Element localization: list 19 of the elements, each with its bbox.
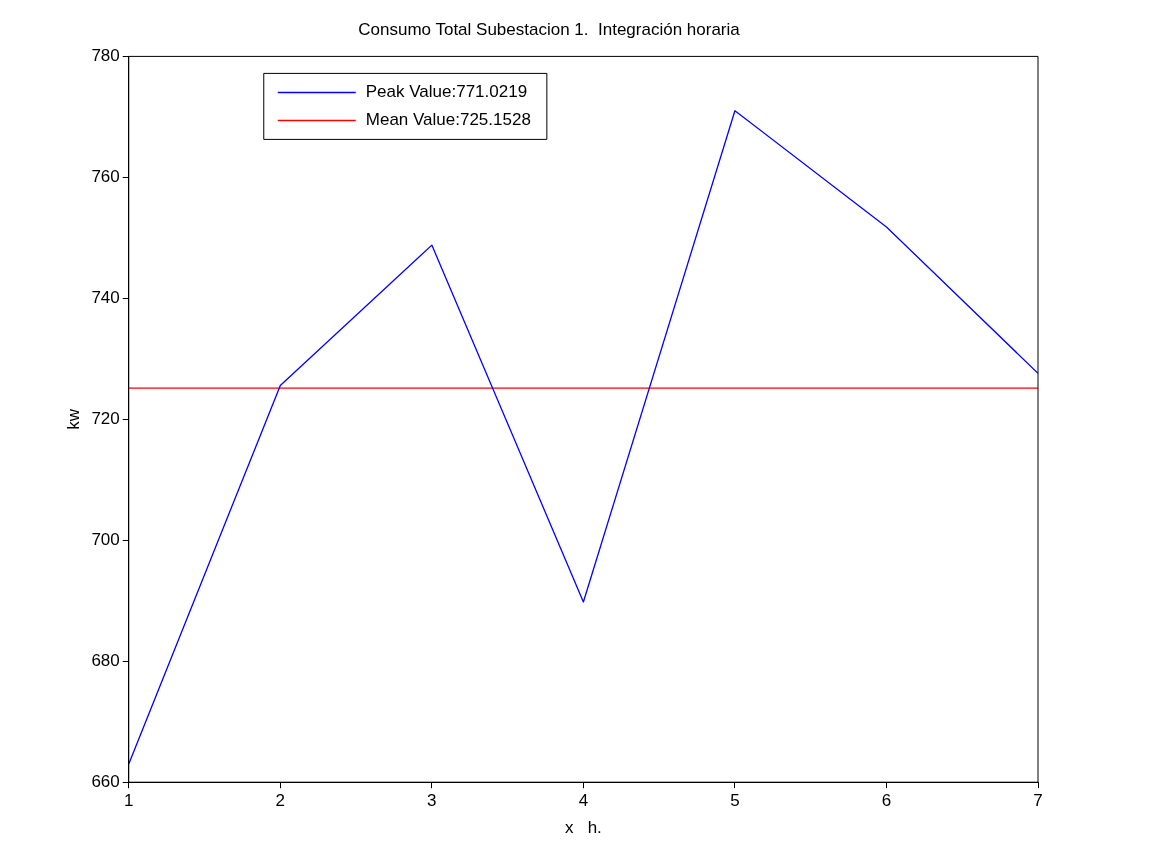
x-tick-label: 7 [1033,791,1043,811]
y-tick-label: 760 [91,167,120,187]
y-tick-label: 740 [91,288,120,308]
legend-label: Peak Value:771.0219 [365,82,528,102]
chart-title: Consumo Total Subestacion 1. Integración horaria [358,19,741,39]
legend-label: Mean Value:725.1528 [365,110,531,130]
x-axis-title: x h. [564,818,602,838]
x-tick-label: 4 [578,791,589,811]
x-tick-label: 6 [881,791,892,811]
x-tick-label: 2 [275,791,286,811]
y-tick-label: 720 [91,408,120,428]
x-tick-label: 1 [124,791,134,811]
x-tick-label: 5 [730,791,740,811]
y-axis-title: kw [63,408,83,430]
y-tick-label: 680 [91,650,120,670]
y-tick-label: 700 [91,529,120,549]
y-tick-label: 780 [91,46,120,66]
y-tick-label: 660 [91,771,120,791]
x-tick-label: 3 [427,791,437,811]
